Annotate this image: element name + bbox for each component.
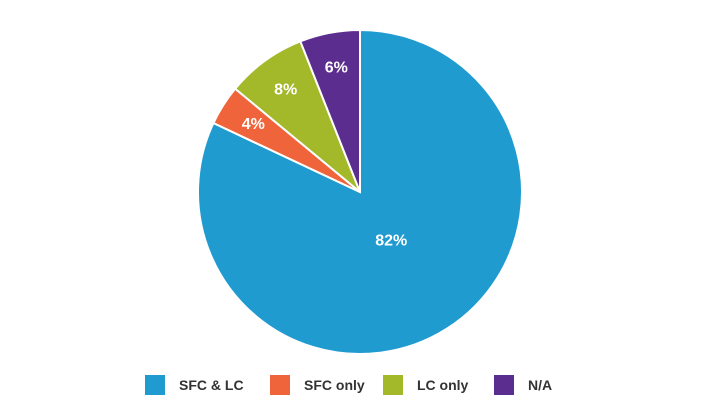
- legend-label-lc-only: LC only: [417, 377, 469, 393]
- pie-slice-labels: 82% 4% 8% 6%: [242, 59, 408, 249]
- legend-label-na: N/A: [528, 377, 553, 393]
- pie-label-sfc-only: 4%: [242, 116, 265, 133]
- legend-label-sfc-only: SFC only: [304, 377, 365, 393]
- legend-item-lc-only: LC only: [383, 370, 468, 400]
- pie-slices: [197, 28, 523, 355]
- legend-swatch-sfc-lc: [145, 375, 165, 395]
- pie-slice-na: [299, 28, 361, 193]
- pie-label-na: 6%: [325, 59, 348, 76]
- legend-item-na: N/A: [494, 370, 552, 400]
- legend-swatch-na: [494, 375, 514, 395]
- legend-label-sfc-lc: SFC & LC: [179, 377, 244, 393]
- pie-label-lc-only: 8%: [274, 81, 297, 98]
- legend-swatch-sfc-only: [270, 375, 290, 395]
- legend-item-sfc-only: SFC only: [270, 370, 365, 400]
- legend-item-sfc-lc: SFC & LC: [145, 370, 244, 400]
- legend-swatch-lc-only: [383, 375, 403, 395]
- pie-label-sfc-lc: 82%: [375, 233, 407, 250]
- chart-legend: SFC & LC SFC only LC only N/A: [0, 370, 720, 400]
